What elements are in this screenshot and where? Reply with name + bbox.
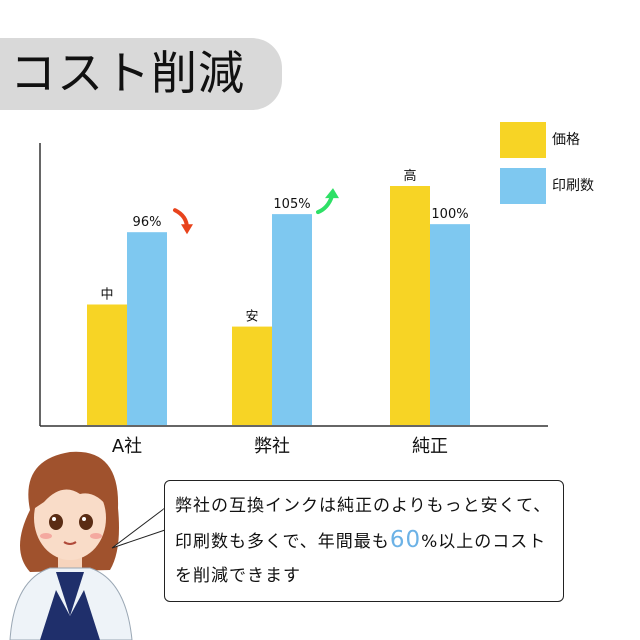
bar-prints-2 bbox=[430, 224, 470, 425]
title-banner: コスト削減 bbox=[0, 38, 282, 110]
bar-prints-0 bbox=[127, 232, 167, 425]
legend-label-price: 価格 bbox=[552, 132, 580, 148]
bubble-pointer bbox=[111, 507, 167, 549]
data-label-price-2: 高 bbox=[403, 168, 416, 184]
bar-chart: 中 96% A社 安 105% 弊社 高 100% 純正 bbox=[39, 143, 548, 457]
speech-bubble: 弊社の互換インクは純正のよりもっと安くて、印刷数も多くで、年間最も60%以上のコ… bbox=[164, 480, 564, 602]
arrow-up-shaft bbox=[316, 194, 334, 215]
legend-swatch-price bbox=[500, 122, 546, 158]
page-title: コスト削減 bbox=[10, 46, 245, 100]
right-eye bbox=[79, 514, 93, 530]
bar-price-0 bbox=[87, 304, 127, 425]
x-tick-label-0: A社 bbox=[112, 436, 142, 457]
bar-price-1 bbox=[232, 326, 272, 425]
bubble-highlight-number: 60 bbox=[389, 527, 422, 553]
dress bbox=[40, 590, 100, 640]
data-label-prints-0: 96% bbox=[133, 215, 162, 230]
bar-prints-1 bbox=[272, 214, 312, 425]
bubble-text-before: 弊社の互換インクは純正のよりもっと安くて、印刷数も多くで、年間最も bbox=[175, 496, 552, 552]
dress-top bbox=[56, 572, 84, 616]
data-label-price-1: 安 bbox=[245, 310, 258, 325]
data-label-prints-1: 105% bbox=[273, 197, 310, 212]
arrow-down-icon bbox=[181, 224, 193, 235]
woman-character-illustration bbox=[9, 451, 133, 640]
x-tick-label-1: 弊社 bbox=[254, 436, 290, 457]
bar-price-2 bbox=[390, 186, 430, 425]
mouth bbox=[63, 541, 77, 545]
face bbox=[34, 476, 106, 560]
legend-label-prints: 印刷数 bbox=[552, 178, 594, 194]
arrow-up-icon bbox=[325, 188, 339, 199]
bubble-text-after: %以上のコストを削減できます bbox=[175, 532, 547, 586]
data-label-prints-2: 100% bbox=[431, 207, 468, 222]
x-tick-label-2: 純正 bbox=[412, 436, 448, 457]
left-eye bbox=[49, 514, 63, 530]
hair-bangs bbox=[32, 470, 110, 510]
legend-swatch-prints bbox=[500, 168, 546, 204]
data-label-price-0: 中 bbox=[100, 287, 113, 302]
bubble-text: 弊社の互換インクは純正のよりもっと安くて、印刷数も多くで、年間最も60%以上のコ… bbox=[175, 489, 559, 593]
